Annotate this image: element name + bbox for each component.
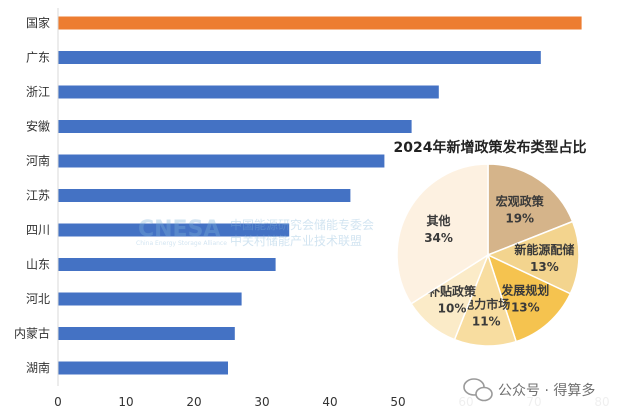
category-label: 四川: [26, 223, 50, 237]
pie-slice: [487, 163, 574, 257]
category-label: 浙江: [26, 85, 50, 99]
pie-slice-name: 其他: [427, 213, 451, 228]
cnesa-cn-line1: 中国能源研究会储能专委会: [230, 217, 374, 232]
pie-slice: [396, 163, 489, 305]
category-label: 湖南: [26, 360, 50, 375]
x-tick-label: 40: [322, 395, 337, 409]
pie-slice-name: 电力市场: [462, 296, 510, 311]
pie-slice-percent: 11%: [472, 314, 501, 328]
category-label: 江苏: [26, 189, 50, 203]
category-label: 内蒙古: [14, 326, 50, 341]
x-tick-label: 0: [54, 395, 62, 409]
pie-slice-percent: 13%: [530, 260, 559, 274]
pie-chart: 宏观政策19%新能源配储13%发展规划13%电力市场11%补贴政策10%其他34…: [396, 163, 580, 347]
bar: [58, 120, 412, 133]
bar: [58, 327, 235, 340]
bar: [58, 189, 351, 202]
bar: [58, 292, 242, 306]
cnesa-cn-line2: 中关村储能产业技术联盟: [230, 233, 362, 248]
category-label: 山东: [26, 258, 50, 272]
bar: [58, 361, 228, 375]
bar: [58, 85, 439, 99]
x-tick-label: 10: [118, 395, 133, 409]
pie-slice-name: 发展规划: [500, 282, 549, 297]
wechat-watermark-backdrop: [430, 372, 640, 418]
pie-slice-percent: 10%: [438, 301, 467, 315]
pie-slice: [486, 253, 572, 343]
x-tick-label: 50: [390, 395, 405, 409]
pie-slice-name: 补贴政策: [427, 283, 477, 298]
wechat-watermark: 公众号 · 得算多: [463, 378, 595, 402]
category-label: 国家: [26, 15, 50, 30]
pie-slice-percent: 19%: [505, 211, 534, 225]
wechat-icon: [463, 378, 493, 402]
category-label: 河南: [26, 153, 50, 168]
bar: [58, 258, 276, 271]
pie-slice-percent: 13%: [511, 300, 540, 314]
bar-series: [57, 8, 582, 386]
pie-slice: [486, 220, 580, 295]
x-tick-label: 20: [186, 395, 201, 409]
bar: [58, 223, 290, 237]
cnesa-en-line: China Energy Storage Alliance: [136, 240, 227, 247]
pie-slice-name: 宏观政策: [496, 193, 545, 208]
bar: [58, 154, 385, 168]
pie-slice-percent: 34%: [424, 231, 453, 245]
x-tick-label: 30: [254, 395, 269, 409]
pie-slice-name: 新能源配储: [514, 242, 574, 257]
category-label: 广东: [26, 51, 50, 65]
category-label: 安徽: [26, 119, 50, 134]
pie-title: 2024年新增政策发布类型占比: [394, 139, 587, 156]
wechat-account-text: 公众号 · 得算多: [498, 382, 595, 399]
bar: [58, 51, 541, 64]
bar: [58, 16, 582, 30]
cnesa-logo-text: CNESA: [138, 217, 220, 242]
category-label: 河北: [26, 292, 50, 306]
